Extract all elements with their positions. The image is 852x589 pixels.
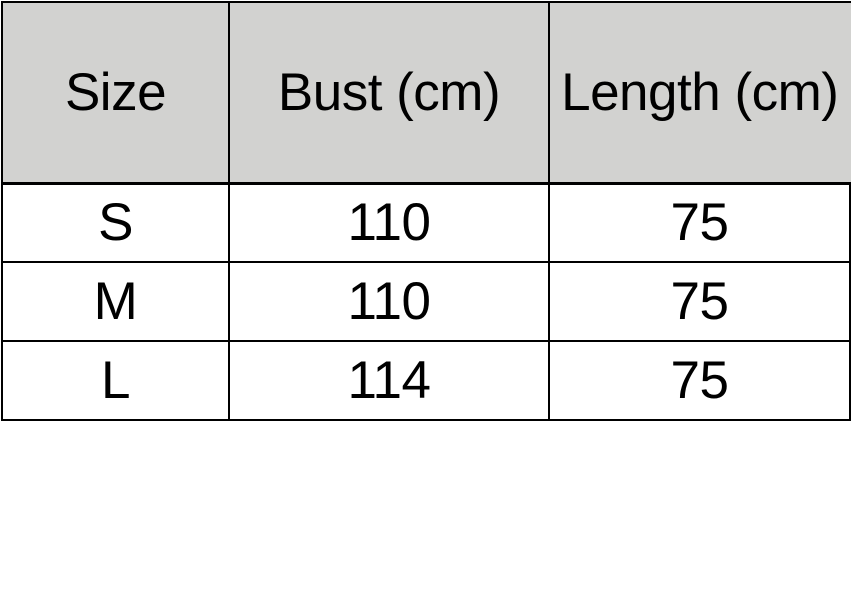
cell-length-m: 75 (548, 261, 851, 342)
table-row-l: L 114 75 (1, 340, 851, 421)
cell-size-s: S (1, 182, 230, 263)
cell-bust-m: 110 (228, 261, 550, 342)
cell-size-m: M (1, 261, 230, 342)
header-cell-length: Length (cm) (548, 1, 851, 185)
header-row: Size Bust (cm) Length (cm) (1, 1, 851, 185)
cell-bust-l: 114 (228, 340, 550, 421)
cell-length-s: 75 (548, 182, 851, 263)
table-row-s: S 110 75 (1, 182, 851, 263)
cell-size-l: L (1, 340, 230, 421)
cell-bust-s: 110 (228, 182, 550, 263)
header-cell-bust: Bust (cm) (228, 1, 550, 185)
cell-length-l: 75 (548, 340, 851, 421)
header-cell-size: Size (1, 1, 230, 185)
size-chart-table: Size Bust (cm) Length (cm) S 110 75 M 11… (1, 1, 851, 421)
table-row-m: M 110 75 (1, 261, 851, 342)
